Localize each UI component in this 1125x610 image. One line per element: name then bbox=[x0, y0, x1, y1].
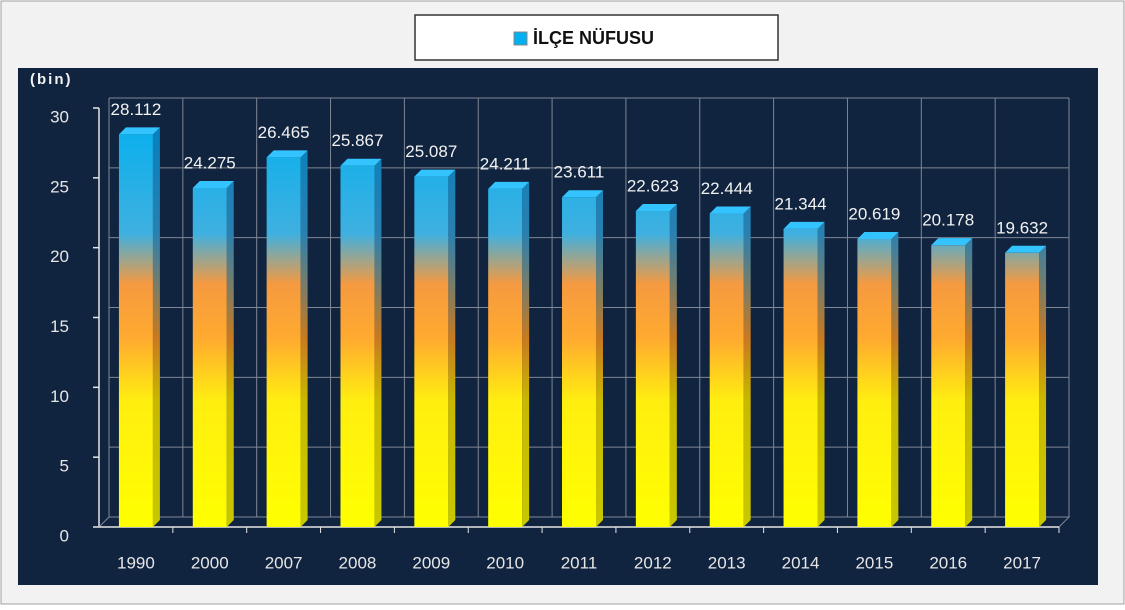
x-tick-label: 2009 bbox=[412, 553, 450, 572]
bar-side bbox=[1039, 245, 1047, 527]
bar-side bbox=[669, 204, 677, 527]
bar-side bbox=[817, 221, 825, 528]
value-label: 25.087 bbox=[405, 142, 457, 161]
y-axis-label: (bin) bbox=[30, 71, 72, 88]
x-tick-label: 2016 bbox=[929, 553, 967, 572]
bar-side bbox=[152, 127, 160, 527]
bar-top bbox=[340, 158, 382, 166]
y-tick-label: 0 bbox=[60, 526, 69, 545]
value-label: 24.211 bbox=[480, 154, 531, 173]
bar-top bbox=[414, 169, 456, 177]
value-label: 19.632 bbox=[996, 218, 1048, 237]
value-label: 24.275 bbox=[184, 153, 236, 172]
bar-top bbox=[1005, 245, 1047, 253]
value-label: 25.867 bbox=[331, 131, 383, 150]
bar-side bbox=[448, 169, 456, 528]
y-tick-label: 20 bbox=[50, 247, 69, 266]
bar-side bbox=[300, 150, 308, 527]
x-tick-label: 2013 bbox=[708, 553, 746, 572]
value-label: 21.344 bbox=[775, 194, 827, 213]
bar-side bbox=[743, 206, 751, 527]
bar bbox=[635, 211, 670, 527]
x-tick-label: 2014 bbox=[782, 553, 820, 572]
y-tick-label: 10 bbox=[50, 387, 69, 406]
bar-top bbox=[709, 206, 751, 214]
bar bbox=[1005, 252, 1040, 527]
bar-side bbox=[374, 158, 382, 527]
bar bbox=[709, 213, 744, 527]
bar bbox=[562, 197, 596, 527]
y-tick-label: 15 bbox=[50, 317, 69, 336]
x-tick-label: 2000 bbox=[191, 553, 229, 572]
value-label: 22.623 bbox=[627, 177, 679, 196]
bar-top bbox=[562, 190, 603, 198]
bar bbox=[414, 176, 449, 528]
bar-top bbox=[857, 232, 899, 240]
bar bbox=[340, 165, 375, 527]
legend-swatch bbox=[513, 31, 528, 46]
value-label: 20.619 bbox=[848, 205, 900, 224]
value-label: 20.178 bbox=[922, 211, 974, 230]
y-tick-label: 30 bbox=[50, 107, 69, 126]
bar-side bbox=[965, 238, 973, 527]
x-tick-label: 2007 bbox=[265, 553, 303, 572]
x-tick-label: 2017 bbox=[1003, 553, 1041, 572]
x-tick-label: 2011 bbox=[561, 553, 598, 572]
bar-top bbox=[783, 221, 825, 229]
bar bbox=[931, 245, 966, 527]
x-tick-label: 2012 bbox=[634, 553, 672, 572]
value-label: 26.465 bbox=[258, 123, 310, 142]
bar bbox=[488, 188, 523, 527]
x-tick-label: 2008 bbox=[339, 553, 377, 572]
legend-label: İLÇE NÜFUSU bbox=[533, 28, 654, 48]
bar bbox=[266, 157, 301, 527]
bar-top bbox=[488, 181, 530, 189]
bar-top bbox=[192, 180, 234, 188]
bar-side bbox=[891, 232, 899, 527]
bar bbox=[857, 239, 892, 527]
value-label: 22.444 bbox=[701, 179, 753, 198]
x-tick-label: 2015 bbox=[855, 553, 893, 572]
bar-side bbox=[522, 181, 530, 527]
bar-side bbox=[226, 180, 234, 527]
x-tick-label: 1990 bbox=[117, 553, 155, 572]
y-tick-label: 5 bbox=[60, 457, 69, 476]
bar bbox=[783, 228, 818, 528]
x-tick-label: 2010 bbox=[486, 553, 524, 572]
value-label: 28.112 bbox=[111, 100, 162, 119]
legend-box bbox=[414, 14, 779, 61]
bar bbox=[118, 134, 153, 527]
bar-top bbox=[931, 238, 973, 246]
value-label: 23.611 bbox=[554, 163, 605, 182]
y-tick-label: 25 bbox=[50, 177, 69, 196]
bar-side bbox=[595, 190, 603, 527]
bar-top bbox=[635, 204, 677, 212]
bar-top bbox=[266, 150, 308, 158]
bar-top bbox=[118, 127, 160, 135]
bar bbox=[192, 187, 227, 527]
